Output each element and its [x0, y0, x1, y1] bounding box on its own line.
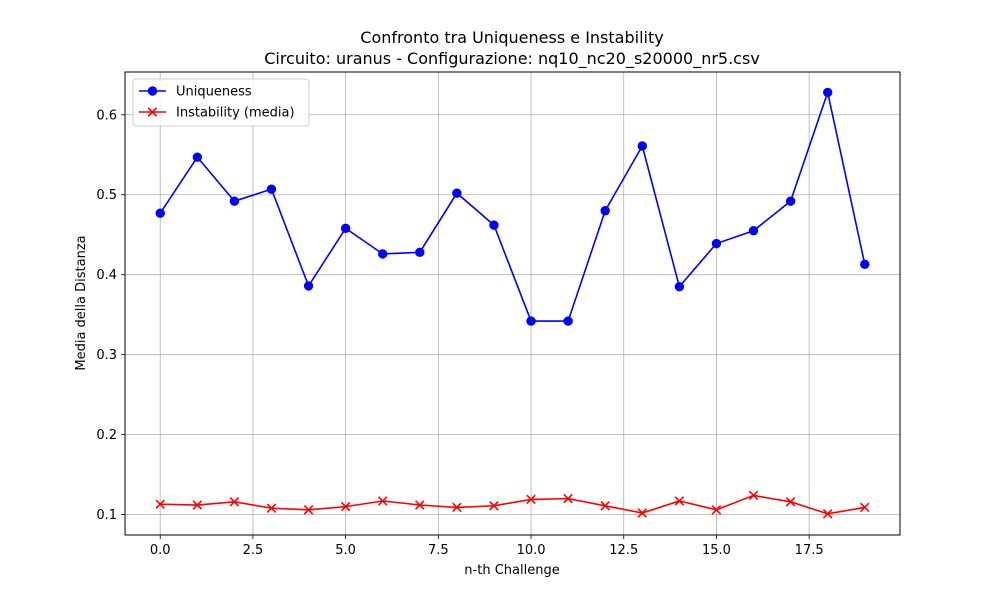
data-point-uniqueness — [266, 184, 277, 194]
x-marker-stroke — [711, 505, 722, 515]
grid-lines — [125, 72, 900, 535]
chart-subtitle: Circuito: uranus - Configurazione: nq10_… — [264, 49, 760, 69]
x-marker-stroke — [155, 499, 165, 509]
data-point-instability-media — [822, 509, 833, 519]
data-point-uniqueness — [340, 223, 351, 234]
data-point-instability-media — [600, 501, 610, 511]
legend-label: Uniqueness — [176, 85, 252, 100]
x-tick-label: 7.5 — [428, 543, 449, 558]
data-point-uniqueness — [229, 196, 240, 206]
x-marker-stroke — [785, 497, 796, 507]
data-point-instability-media — [415, 500, 425, 510]
series-uniqueness — [155, 87, 870, 326]
x-marker-stroke — [266, 503, 277, 513]
x-marker-stroke — [489, 501, 499, 511]
data-point-instability-media — [452, 502, 462, 513]
data-point-uniqueness — [822, 87, 833, 98]
x-marker-stroke — [526, 494, 536, 505]
data-point-instability-media — [340, 501, 351, 512]
series-line-instability-media — [160, 494, 865, 515]
data-point-uniqueness — [748, 226, 759, 236]
data-point-uniqueness — [303, 281, 314, 291]
legend-marker — [147, 86, 158, 96]
y-axis-ticks: 0.1 0.2 0.3 0.4 0.5 0.6 — [96, 108, 125, 523]
legend-marker — [147, 107, 158, 117]
x-marker-stroke — [748, 490, 759, 501]
plot-frame — [124, 71, 901, 536]
data-point-instability-media — [637, 508, 648, 518]
x-marker-stroke — [377, 496, 388, 506]
x-tick-label: 2.5 — [243, 543, 264, 558]
legend: Uniqueness Instability (media) — [132, 78, 310, 127]
data-point-instability-media — [377, 496, 388, 506]
data-point-instability-media — [266, 503, 277, 513]
data-point-uniqueness — [155, 208, 165, 218]
x-marker-stroke — [637, 508, 648, 518]
data-point-uniqueness — [600, 206, 610, 216]
series-instability-media — [155, 490, 870, 519]
y-tick-label: 0.2 — [96, 428, 117, 443]
x-marker-stroke — [674, 496, 685, 506]
data-point-instability-media — [860, 502, 870, 513]
data-point-uniqueness — [637, 141, 647, 151]
x-tick-label: 5.0 — [335, 543, 356, 558]
data-point-instability-media — [489, 501, 499, 511]
data-point-uniqueness — [711, 238, 722, 249]
data-point-instability-media — [229, 497, 240, 507]
x-marker-stroke — [600, 501, 610, 511]
data-point-instability-media — [155, 499, 165, 509]
data-point-instability-media — [674, 496, 685, 506]
x-axis-label: n-th Challenge — [464, 563, 559, 578]
x-marker-stroke — [860, 502, 870, 513]
x-marker-stroke — [822, 509, 833, 519]
data-point-uniqueness — [192, 152, 203, 162]
x-tick-label: 17.5 — [795, 543, 824, 558]
x-axis-ticks: 0.0 2.5 5.0 7.5 10.0 12.5 15.0 17.5 — [150, 535, 824, 558]
x-marker-stroke — [147, 107, 158, 117]
legend-box — [132, 78, 310, 127]
x-marker-stroke — [563, 493, 573, 504]
x-marker-stroke — [340, 501, 351, 512]
x-marker-stroke — [452, 502, 462, 513]
legend-item: Instability (media) — [139, 106, 295, 121]
data-point-uniqueness — [674, 282, 685, 292]
data-point-uniqueness — [860, 259, 870, 270]
series-line-uniqueness — [159, 89, 866, 322]
data-point-instability-media — [303, 505, 314, 515]
x-tick-label: 12.5 — [609, 543, 638, 558]
x-marker-stroke — [303, 505, 314, 515]
data-point-uniqueness — [415, 247, 425, 258]
data-point-instability-media — [748, 490, 759, 501]
y-axis-label: Media della Distanza — [74, 235, 89, 370]
data-point-uniqueness — [378, 249, 388, 259]
y-tick-label: 0.1 — [96, 508, 117, 523]
y-tick-label: 0.3 — [96, 348, 117, 363]
data-point-uniqueness — [489, 220, 499, 230]
x-marker-stroke — [415, 500, 425, 510]
legend-label: Instability (media) — [176, 106, 295, 121]
x-marker-stroke — [192, 500, 203, 510]
y-tick-label: 0.4 — [96, 268, 117, 283]
data-point-uniqueness — [452, 188, 462, 198]
y-tick-label: 0.5 — [96, 188, 117, 203]
x-tick-label: 0.0 — [150, 543, 171, 558]
data-point-instability-media — [563, 493, 573, 504]
data-point-uniqueness — [785, 196, 796, 206]
data-point-instability-media — [711, 505, 722, 515]
chart-title: Confronto tra Uniqueness e Instability — [360, 28, 663, 47]
series-layer — [155, 87, 870, 519]
x-tick-label: 15.0 — [702, 543, 731, 558]
y-tick-label: 0.6 — [96, 108, 117, 123]
x-tick-label: 10.0 — [517, 543, 546, 558]
data-point-instability-media — [526, 494, 536, 505]
data-point-instability-media — [192, 500, 203, 510]
data-point-instability-media — [785, 497, 796, 507]
x-marker-stroke — [229, 497, 240, 507]
legend-item: Uniqueness — [139, 85, 252, 100]
data-point-uniqueness — [526, 316, 536, 326]
data-point-uniqueness — [563, 316, 573, 326]
